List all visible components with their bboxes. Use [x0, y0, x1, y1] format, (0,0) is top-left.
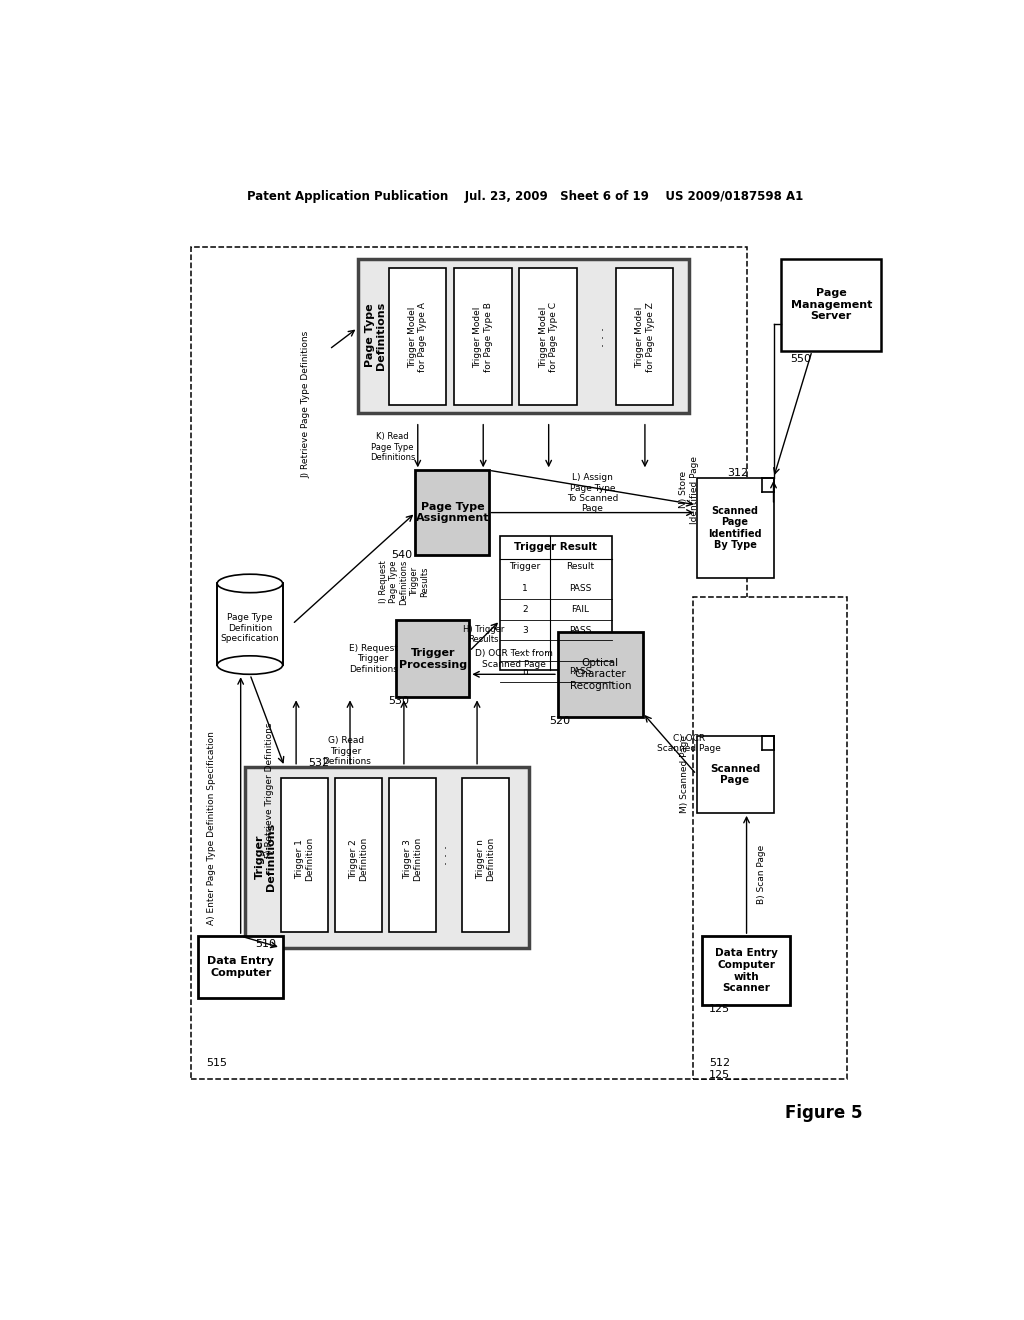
Text: FAIL: FAIL [571, 605, 589, 614]
Bar [388, 779, 436, 932]
Text: 515: 515 [206, 1059, 227, 1068]
Bar [396, 620, 469, 697]
Text: 3: 3 [522, 626, 527, 635]
Text: 550: 550 [790, 354, 811, 363]
Text: L) Assign
Page Type
To Scanned
Page: L) Assign Page Type To Scanned Page [567, 474, 618, 513]
Text: PASS: PASS [569, 583, 592, 593]
Text: Trigger: Trigger [509, 562, 541, 572]
Text: Trigger Result: Trigger Result [514, 543, 597, 552]
Text: 530: 530 [388, 696, 409, 706]
Text: PASS: PASS [569, 667, 592, 676]
Text: PASS: PASS [569, 626, 592, 635]
Text: Trigger
Definitions: Trigger Definitions [255, 822, 276, 891]
Text: Data Entry
Computer: Data Entry Computer [207, 956, 274, 978]
Text: 125: 125 [709, 1005, 730, 1014]
Text: n: n [522, 667, 527, 676]
Text: Page Type
Definitions: Page Type Definitions [365, 301, 386, 370]
Text: Trigger Model
for Page Type Z: Trigger Model for Page Type Z [635, 302, 654, 372]
Text: 2: 2 [522, 605, 527, 614]
Bar [190, 247, 746, 1078]
Text: 540: 540 [391, 550, 413, 560]
Bar [416, 470, 488, 554]
Text: Trigger 1
Definition: Trigger 1 Definition [295, 837, 314, 882]
Bar [558, 632, 643, 717]
Text: . . .: . . . [437, 845, 451, 865]
Text: 532: 532 [308, 758, 330, 768]
Text: 510: 510 [255, 939, 275, 949]
Ellipse shape [217, 656, 283, 675]
Text: J) Retrieve Page Type Definitions: J) Retrieve Page Type Definitions [302, 331, 310, 478]
Text: N) Store
Identified Page: N) Store Identified Page [679, 455, 698, 524]
Text: 520: 520 [550, 715, 570, 726]
Text: Trigger 3
Definition: Trigger 3 Definition [402, 837, 422, 882]
Text: F) Retrieve Trigger Definitions: F) Retrieve Trigger Definitions [264, 722, 273, 858]
Text: Page
Management
Server: Page Management Server [791, 288, 872, 321]
Text: Trigger 2
Definition: Trigger 2 Definition [349, 837, 369, 882]
Bar [781, 259, 882, 351]
Text: Page Type
Assignment: Page Type Assignment [416, 502, 489, 524]
Bar [199, 936, 283, 998]
Bar [701, 936, 791, 1006]
Text: 125: 125 [709, 1069, 730, 1080]
Text: Trigger Model
for Page Type A: Trigger Model for Page Type A [409, 302, 427, 372]
Text: 512: 512 [709, 1059, 730, 1068]
Text: Trigger Model
for Page Type B: Trigger Model for Page Type B [473, 302, 493, 372]
Text: M) Scanned Page: M) Scanned Page [681, 735, 689, 813]
Text: Figure 5: Figure 5 [784, 1105, 862, 1122]
Text: Scanned
Page
Identified
By Type: Scanned Page Identified By Type [709, 506, 762, 550]
Text: G) Read
Trigger
Definitions: G) Read Trigger Definitions [322, 737, 371, 766]
Text: C) OCR
Scanned Page: C) OCR Scanned Page [656, 734, 721, 754]
Text: H) Trigger
Results: H) Trigger Results [463, 624, 504, 644]
Text: Trigger
Processing: Trigger Processing [399, 648, 467, 669]
Text: 312: 312 [727, 467, 748, 478]
Text: Data Entry
Computer
with
Scanner: Data Entry Computer with Scanner [715, 948, 778, 993]
Text: Page Type
Definition
Specification: Page Type Definition Specification [220, 614, 280, 643]
Bar [696, 737, 773, 813]
Text: Optical
Character
Recognition: Optical Character Recognition [569, 657, 631, 690]
Text: Trigger Model
for Page Type C: Trigger Model for Page Type C [539, 302, 558, 372]
Text: B) Scan Page: B) Scan Page [758, 845, 766, 904]
Bar [500, 536, 611, 671]
Text: . . .: . . . [594, 327, 607, 347]
Bar [696, 478, 773, 578]
Bar [388, 268, 446, 405]
Text: Trigger n
Definition: Trigger n Definition [476, 837, 496, 882]
Bar [281, 779, 329, 932]
Text: K) Read
Page Type
Definitions: K) Read Page Type Definitions [370, 432, 415, 462]
Text: Result: Result [566, 562, 594, 572]
Text: .  .  .  .  .  .: . . . . . . [496, 647, 554, 655]
Bar [692, 597, 847, 1078]
Text: E) Request
Trigger
Definitions: E) Request Trigger Definitions [349, 644, 397, 673]
Bar [454, 268, 512, 405]
Text: Patent Application Publication    Jul. 23, 2009   Sheet 6 of 19    US 2009/01875: Patent Application Publication Jul. 23, … [247, 190, 803, 203]
Text: A) Enter Page Type Definition Specification: A) Enter Page Type Definition Specificat… [207, 731, 216, 925]
Text: I) Request
Page Type
Definitions
Trigger
Results: I) Request Page Type Definitions Trigger… [379, 560, 429, 605]
Bar [357, 259, 689, 412]
Bar [245, 767, 529, 948]
Ellipse shape [217, 574, 283, 593]
Text: D) OCR Text from
Scanned Page: D) OCR Text from Scanned Page [475, 649, 553, 669]
Text: Scanned
Page: Scanned Page [710, 763, 760, 785]
Text: 1: 1 [522, 583, 527, 593]
Bar [335, 779, 382, 932]
Bar [217, 583, 283, 665]
Bar [615, 268, 674, 405]
Bar [462, 779, 509, 932]
Bar [519, 268, 578, 405]
